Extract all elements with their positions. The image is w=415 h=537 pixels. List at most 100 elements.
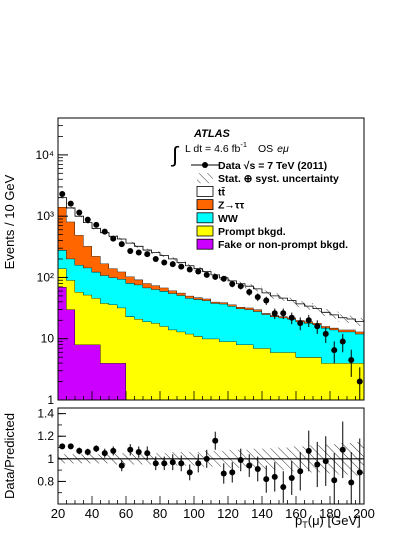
band-bin bbox=[330, 311, 339, 319]
legend-label: tt̄ bbox=[218, 186, 225, 198]
band-bin bbox=[262, 290, 271, 296]
data-point bbox=[127, 248, 134, 255]
band-bin bbox=[92, 227, 101, 230]
x-tick-label: 120 bbox=[217, 506, 239, 521]
ratio-point bbox=[254, 465, 261, 472]
legend-swatch bbox=[196, 238, 214, 250]
data-point bbox=[84, 216, 91, 223]
ratio-point bbox=[229, 469, 236, 476]
data-point bbox=[314, 323, 321, 330]
y-tick-label: 10³ bbox=[37, 209, 54, 223]
data-point bbox=[322, 330, 329, 337]
data-point bbox=[203, 271, 210, 278]
band-bin bbox=[117, 237, 126, 241]
band-bin bbox=[66, 206, 75, 210]
band-bin bbox=[304, 303, 313, 310]
band-bin bbox=[202, 269, 211, 274]
band-bin bbox=[160, 254, 169, 257]
main-axes: 1 10 10² 10³ 10⁴ bbox=[35, 117, 365, 407]
channel-label: OS eμ bbox=[258, 143, 289, 155]
legend-swatch bbox=[196, 199, 214, 211]
data-point bbox=[339, 338, 346, 345]
band-bin bbox=[347, 315, 356, 323]
ratio-point bbox=[348, 479, 355, 486]
legend-swatch bbox=[196, 212, 214, 224]
y-tick-label: 10 bbox=[41, 332, 55, 346]
band-bin bbox=[151, 251, 160, 255]
data-point bbox=[67, 200, 74, 207]
band-bin bbox=[313, 305, 322, 313]
band-bin bbox=[355, 317, 364, 326]
ratio-point bbox=[356, 469, 363, 476]
data-point bbox=[76, 209, 83, 216]
ratio-axes: 0.8 1 1.2 1.4 20 40 60 80 100 120 140 160 180 200 bbox=[37, 407, 375, 521]
data-point bbox=[331, 347, 338, 354]
ratio-point bbox=[305, 447, 312, 454]
integral-symbol: ∫ bbox=[170, 142, 180, 167]
data-point bbox=[118, 241, 125, 248]
data-point bbox=[195, 268, 202, 275]
ratio-point bbox=[110, 447, 117, 454]
data-point bbox=[271, 310, 278, 317]
ratio-point bbox=[280, 484, 287, 491]
data-point bbox=[246, 288, 253, 295]
band-bin bbox=[338, 314, 347, 322]
legend-label: Stat. ⊕ syst. uncertainty bbox=[218, 173, 339, 185]
data-point bbox=[144, 251, 151, 258]
band-bin bbox=[185, 264, 194, 268]
data-point bbox=[229, 281, 236, 288]
ratio-point bbox=[93, 445, 100, 452]
x-tick-label: 200 bbox=[353, 506, 375, 521]
band-bin bbox=[253, 286, 262, 292]
ratio-points bbox=[59, 421, 363, 504]
ratio-point bbox=[220, 470, 227, 477]
x-tick-label: 20 bbox=[51, 506, 65, 521]
data-point bbox=[280, 310, 287, 317]
data-point bbox=[59, 191, 66, 198]
data-point bbox=[305, 317, 312, 324]
x-axis-label: pT(μ) [GeV] bbox=[295, 513, 361, 530]
ratio-point bbox=[297, 468, 304, 475]
ratio-y-tick-label: 0.8 bbox=[37, 474, 54, 488]
legend-label: Prompt bkgd. bbox=[218, 226, 286, 238]
ratio-point bbox=[76, 447, 83, 454]
y-tick-label: 10⁴ bbox=[35, 148, 54, 162]
data-point bbox=[254, 293, 261, 300]
x-tick-label: 60 bbox=[119, 506, 133, 521]
ratio-point bbox=[331, 477, 338, 484]
main-y-axis-label: Events / 10 GeV bbox=[2, 174, 17, 269]
data-point bbox=[93, 221, 100, 228]
band-bin bbox=[245, 284, 254, 289]
band-bin bbox=[279, 295, 288, 301]
data-point bbox=[178, 263, 185, 270]
ratio-point bbox=[203, 455, 210, 462]
ratio-point bbox=[127, 446, 134, 453]
ratio-point bbox=[195, 460, 202, 467]
data-point bbox=[237, 283, 244, 290]
legend-marker bbox=[202, 162, 208, 168]
ratio-point bbox=[339, 446, 346, 453]
ratio-point bbox=[101, 450, 108, 457]
ratio-y-tick-label: 1.4 bbox=[37, 407, 54, 421]
band-bin bbox=[126, 241, 135, 245]
ratio-y-tick-label: 1 bbox=[47, 452, 54, 466]
ratio-y-axis-label: Data/Predicted bbox=[2, 413, 17, 499]
data-point bbox=[348, 356, 355, 363]
ratio-point bbox=[169, 459, 176, 466]
x-tick-label: 140 bbox=[251, 506, 273, 521]
data-point bbox=[161, 259, 168, 266]
ratio-point bbox=[322, 458, 329, 465]
legend-swatch bbox=[196, 225, 214, 237]
x-tick-label: 160 bbox=[285, 506, 307, 521]
ratio-point bbox=[118, 462, 125, 469]
data-point bbox=[135, 249, 142, 256]
legend-label: Z→ττ bbox=[218, 200, 245, 212]
band-bin bbox=[75, 215, 84, 218]
ratio-point bbox=[263, 476, 270, 483]
band-bin bbox=[177, 260, 186, 265]
stack-layer-1 bbox=[58, 268, 364, 400]
legend-label: Fake or non-prompt bkgd. bbox=[218, 239, 348, 251]
ratio-point bbox=[135, 449, 142, 456]
ratio-point bbox=[237, 456, 244, 463]
